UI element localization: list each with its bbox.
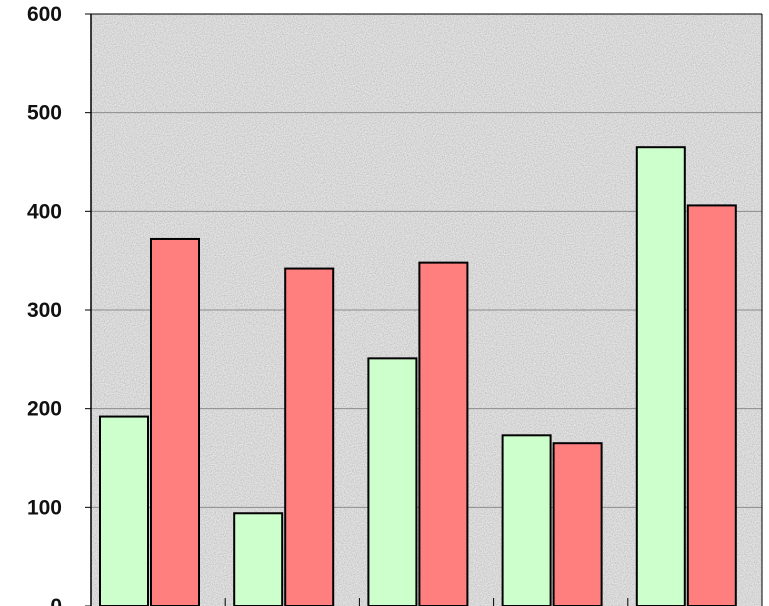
y-tick-label-200: 200 xyxy=(27,398,62,421)
y-tick-label-0: 0 xyxy=(50,595,62,606)
y-tick-label-500: 500 xyxy=(27,102,62,125)
bar-series2-cat1 xyxy=(150,237,200,606)
y-tick-label-600: 600 xyxy=(27,3,62,26)
bar-series1-cat1 xyxy=(99,415,149,606)
bar-series2-cat4 xyxy=(552,442,603,606)
bar-series1-cat4 xyxy=(501,434,552,606)
bars xyxy=(99,146,737,606)
bar-series1-cat5 xyxy=(635,146,686,606)
bar-series2-cat3 xyxy=(418,261,469,606)
y-tick-label-300: 300 xyxy=(27,299,62,322)
bar-series2-cat2 xyxy=(284,267,335,606)
bar-series2-cat5 xyxy=(686,204,737,606)
y-tick-label-400: 400 xyxy=(27,200,62,223)
y-tick-labels: 0 100 200 300 400 500 600 xyxy=(27,3,91,606)
bar-series1-cat2 xyxy=(233,512,284,606)
bar-series1-cat3 xyxy=(367,357,418,606)
y-tick-label-100: 100 xyxy=(27,496,62,519)
